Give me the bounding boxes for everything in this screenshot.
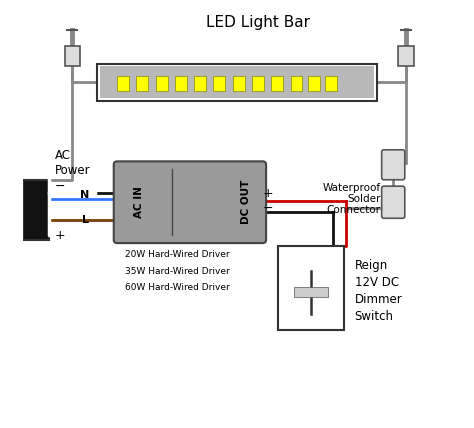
Bar bbox=[213, 76, 226, 91]
Text: DC OUT: DC OUT bbox=[241, 180, 251, 224]
Bar bbox=[117, 76, 129, 91]
Bar bbox=[271, 76, 283, 91]
Text: LED Light Bar: LED Light Bar bbox=[206, 15, 310, 30]
Text: Waterproof: Waterproof bbox=[322, 183, 380, 193]
Text: −: − bbox=[55, 180, 65, 193]
Text: 20W Hard-Wired Driver: 20W Hard-Wired Driver bbox=[125, 250, 229, 259]
FancyBboxPatch shape bbox=[114, 161, 266, 243]
Bar bbox=[155, 76, 168, 91]
Bar bbox=[175, 76, 187, 91]
Text: 60W Hard-Wired Driver: 60W Hard-Wired Driver bbox=[125, 283, 229, 292]
Bar bbox=[278, 246, 344, 330]
Bar bbox=[194, 76, 206, 91]
Text: AC IN: AC IN bbox=[134, 186, 144, 218]
Text: AC
Power: AC Power bbox=[55, 149, 91, 177]
Text: +: + bbox=[263, 187, 273, 200]
Bar bbox=[325, 76, 337, 91]
Text: −: − bbox=[263, 202, 273, 215]
Text: +: + bbox=[55, 229, 66, 242]
Bar bbox=[308, 76, 319, 91]
Bar bbox=[294, 287, 328, 297]
Text: L: L bbox=[82, 214, 89, 225]
Text: 35W Hard-Wired Driver: 35W Hard-Wired Driver bbox=[125, 267, 229, 276]
Bar bbox=[100, 66, 374, 98]
Text: Solder: Solder bbox=[347, 194, 380, 204]
FancyBboxPatch shape bbox=[382, 186, 405, 218]
Text: 12V DC: 12V DC bbox=[355, 276, 399, 289]
Text: Connector: Connector bbox=[327, 205, 380, 215]
Text: Reign: Reign bbox=[355, 259, 388, 272]
Text: N: N bbox=[81, 190, 90, 200]
Bar bbox=[23, 180, 49, 240]
Bar bbox=[233, 76, 245, 91]
Text: Switch: Switch bbox=[355, 310, 394, 323]
Text: Dimmer: Dimmer bbox=[355, 293, 402, 306]
Bar bbox=[137, 76, 148, 91]
FancyBboxPatch shape bbox=[382, 150, 405, 180]
Bar bbox=[252, 76, 264, 91]
Bar bbox=[97, 64, 377, 101]
Bar bbox=[64, 46, 80, 66]
Bar bbox=[398, 46, 414, 66]
Bar bbox=[291, 76, 302, 91]
